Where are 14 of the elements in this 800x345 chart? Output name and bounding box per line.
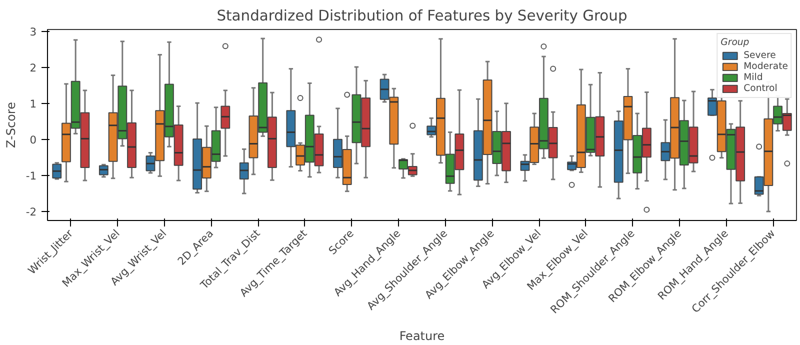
y-tick-label: -2: [26, 205, 37, 218]
y-tick-label: 1: [30, 97, 36, 110]
y-tick-label: 3: [30, 25, 36, 38]
y-tick-label: 2: [30, 61, 36, 74]
legend-label: Moderate: [744, 61, 788, 72]
legend-title: Group: [720, 37, 750, 48]
y-tick-label: -1: [26, 169, 37, 182]
y-axis-title: Z-Score: [4, 102, 18, 148]
x-axis-title: Feature: [399, 328, 445, 343]
chart-title: Standardized Distribution of Features by Severity Group: [216, 8, 628, 24]
legend-label: Control: [744, 83, 778, 94]
legend-label: Severe: [744, 50, 776, 61]
legend-label: Mild: [744, 72, 764, 83]
y-tick-label: 0: [30, 133, 37, 146]
